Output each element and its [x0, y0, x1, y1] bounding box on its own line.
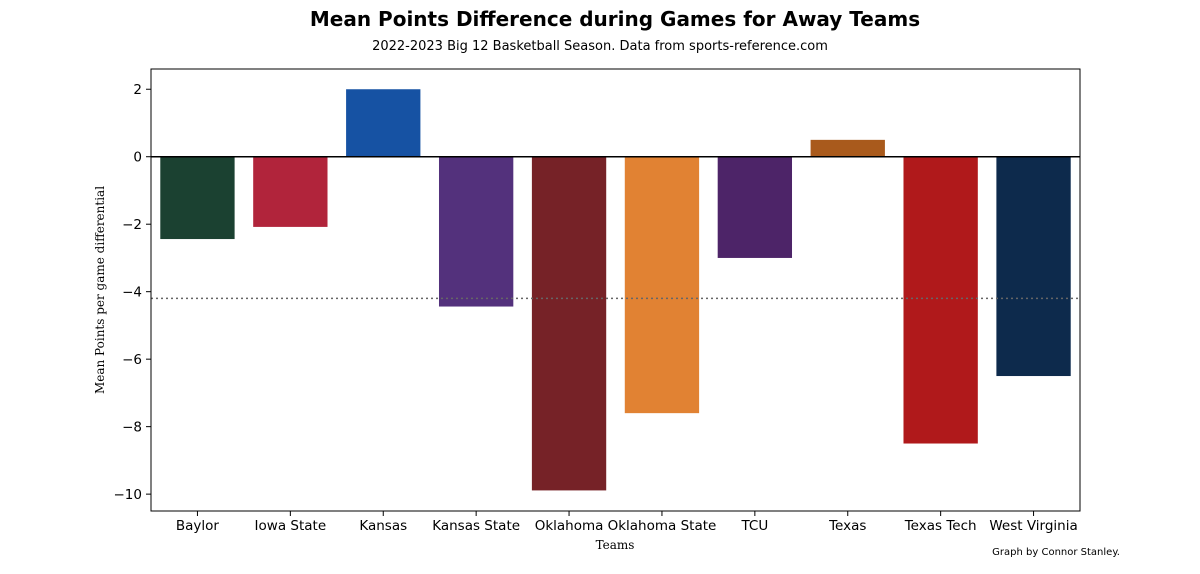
bar-oklahoma-state: [624, 156, 700, 414]
bar-texas-tech: [903, 156, 978, 444]
bar-kansas-state: [438, 156, 514, 307]
bar-kansas: [346, 89, 421, 157]
bar-west-virginia: [996, 156, 1071, 377]
plot-frame: [150, 68, 1081, 512]
y-tick-label: 2: [133, 82, 142, 98]
bar-oklahoma: [531, 156, 607, 491]
chart-title: Mean Points Difference during Games for …: [310, 7, 920, 31]
y-tick-label: −2: [122, 217, 142, 233]
x-tick-label: Iowa State: [255, 518, 327, 534]
bar-texas: [810, 139, 885, 157]
x-tick-label: Oklahoma State: [608, 518, 717, 534]
y-axis-label: Mean Points per game differential: [93, 186, 107, 394]
bar-tcu: [717, 156, 793, 258]
y-tick-label: −4: [122, 285, 142, 301]
y-tick-label: −6: [122, 352, 142, 368]
plot-area: 2 0 −2 −4 −6 −8 −10 Baylor Iowa State Kansas Kansa…: [114, 68, 1081, 534]
bar-iowa-state: [253, 156, 328, 227]
x-tick-label: Texas: [828, 518, 866, 534]
bar-baylor: [160, 156, 235, 240]
y-tick-label: −8: [122, 420, 142, 436]
chart-subtitle: 2022-2023 Big 12 Basketball Season. Data…: [372, 39, 828, 54]
x-tick-label: Texas Tech: [904, 518, 977, 534]
x-tick-label: Baylor: [176, 518, 220, 534]
x-tick-label: Oklahoma: [535, 518, 604, 534]
x-axis-label: Teams: [596, 538, 635, 552]
x-tick-label: Kansas: [359, 518, 407, 534]
x-tick-label: West Virginia: [989, 518, 1077, 534]
y-tick-label: 0: [133, 150, 142, 166]
x-tick-label: Kansas State: [432, 518, 520, 534]
y-tick-label: −10: [114, 487, 143, 503]
chart-credit: Graph by Connor Stanley.: [992, 547, 1120, 558]
x-tick-label: TCU: [740, 518, 768, 534]
